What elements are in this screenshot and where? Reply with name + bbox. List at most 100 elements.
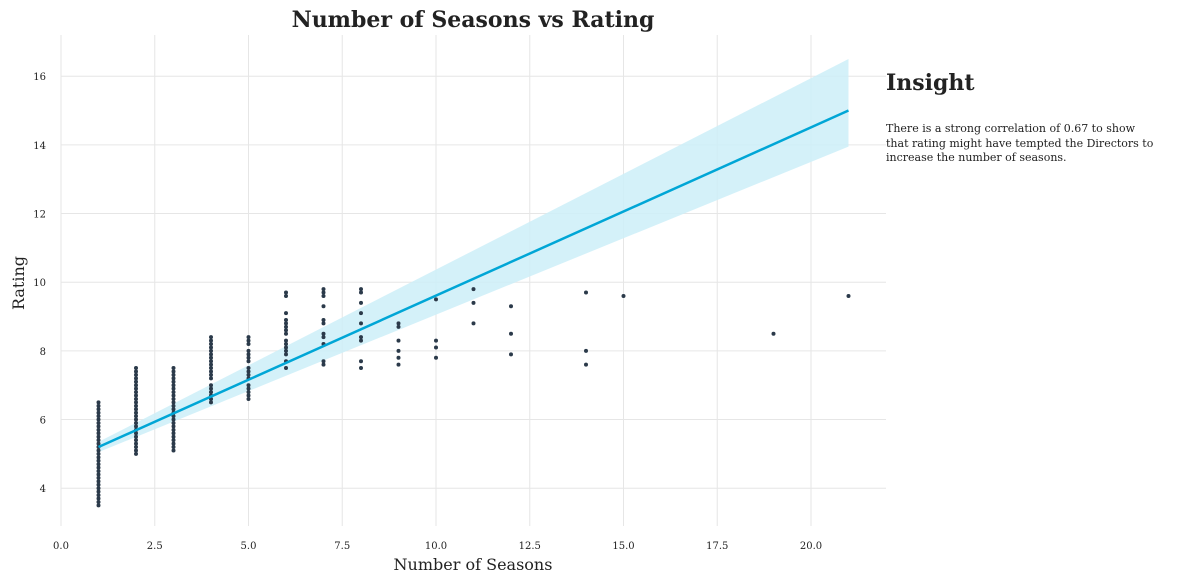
scatter-point: [284, 345, 288, 350]
scatter-point: [284, 331, 288, 336]
scatter-point: [134, 407, 138, 412]
scatter-point: [171, 431, 176, 436]
scatter-point: [171, 376, 176, 381]
scatter-point: [209, 335, 213, 340]
scatter-point: [209, 352, 213, 357]
scatter-point: [246, 359, 251, 364]
x-tick-label: 20.0: [800, 541, 822, 552]
scatter-point: [96, 448, 101, 453]
scatter-point: [509, 352, 513, 357]
scatter-point: [396, 362, 401, 367]
scatter-point: [96, 496, 101, 501]
scatter-point: [134, 441, 138, 446]
scatter-point: [171, 400, 176, 405]
scatter-point: [134, 396, 138, 401]
scatter-point: [396, 324, 401, 329]
scatter-point: [209, 362, 213, 367]
scatter-point: [396, 348, 401, 353]
scatter-point: [209, 372, 213, 377]
scatter-point: [96, 434, 101, 439]
scatter-point: [471, 321, 476, 326]
scatter-point: [509, 304, 513, 309]
scatter-point: [171, 396, 176, 401]
scatter-point: [396, 321, 401, 326]
scatter-point: [96, 441, 101, 446]
scatter-point: [96, 469, 101, 474]
data-points: [96, 287, 851, 508]
scatter-point: [171, 417, 176, 422]
scatter-point: [246, 355, 251, 360]
scatter-point: [171, 390, 176, 395]
scatter-point: [96, 479, 101, 484]
scatter-point: [321, 331, 326, 336]
scatter-point: [246, 342, 251, 347]
scatter-point: [171, 403, 176, 408]
scatter-point: [321, 317, 326, 322]
scatter-point: [284, 317, 288, 322]
scatter-point: [284, 293, 288, 298]
scatter-point: [209, 386, 213, 391]
scatter-point: [171, 424, 176, 429]
scatter-point: [209, 355, 213, 360]
scatter-point: [96, 458, 101, 463]
scatter-point: [359, 335, 363, 340]
scatter-point: [246, 335, 251, 340]
scatter-point: [209, 338, 213, 343]
scatter-point: [209, 376, 213, 381]
scatter-point: [96, 472, 101, 477]
y-tick-label: 14: [33, 141, 46, 152]
scatter-point: [171, 366, 176, 371]
scatter-point: [359, 321, 363, 326]
scatter-point: [96, 482, 101, 487]
scatter-point: [246, 386, 251, 391]
scatter-point: [96, 427, 101, 432]
scatter-point: [284, 321, 288, 326]
scatter-point: [209, 383, 213, 388]
scatter-point: [134, 451, 138, 456]
scatter-point: [171, 438, 176, 443]
y-tick-label: 12: [33, 210, 46, 221]
scatter-point: [134, 386, 138, 391]
scatter-point: [134, 434, 138, 439]
scatter-point: [321, 362, 326, 367]
scatter-point: [96, 424, 101, 429]
insight-text: There is a strong correlation of 0.67 to…: [886, 122, 1154, 164]
scatter-point: [396, 338, 401, 343]
scatter-point: [434, 338, 438, 343]
scatter-point: [134, 448, 138, 453]
scatter-point: [246, 338, 251, 343]
scatter-point: [96, 455, 101, 460]
scatter-point: [246, 393, 251, 398]
scatter-point: [171, 372, 176, 377]
x-tick-label: 15.0: [612, 541, 634, 552]
scatter-point: [209, 366, 213, 371]
x-tick-labels: 0.0 2.5 5.0 7.5 10.0 12.5 15.0 17.5 20.0: [53, 541, 822, 552]
scatter-point: [209, 400, 213, 405]
scatter-point: [96, 475, 101, 480]
scatter-point: [134, 400, 138, 405]
y-tick-labels: 4 6 8 10 12 14 16: [33, 72, 46, 495]
scatter-point: [246, 372, 251, 377]
scatter-point: [284, 352, 288, 357]
scatter-point: [96, 431, 101, 436]
x-tick-label: 12.5: [519, 541, 541, 552]
y-tick-label: 6: [40, 416, 46, 427]
scatter-point: [284, 324, 288, 329]
scatter-point: [96, 414, 101, 419]
scatter-point: [96, 499, 101, 504]
regression-line: [97, 109, 850, 449]
scatter-point: [134, 372, 138, 377]
scatter-point: [246, 383, 251, 388]
scatter-point: [396, 355, 401, 360]
scatter-point: [171, 420, 176, 425]
scatter-point: [96, 420, 101, 425]
scatter-point: [171, 441, 176, 446]
scatter-point: [134, 438, 138, 443]
scatter-point: [134, 379, 138, 384]
scatter-point: [284, 328, 288, 333]
scatter-point: [321, 304, 326, 309]
scatter-point: [171, 369, 176, 374]
scatter-point: [359, 287, 363, 292]
scatter-point: [584, 348, 588, 353]
x-axis-label: Number of Seasons: [394, 555, 553, 574]
